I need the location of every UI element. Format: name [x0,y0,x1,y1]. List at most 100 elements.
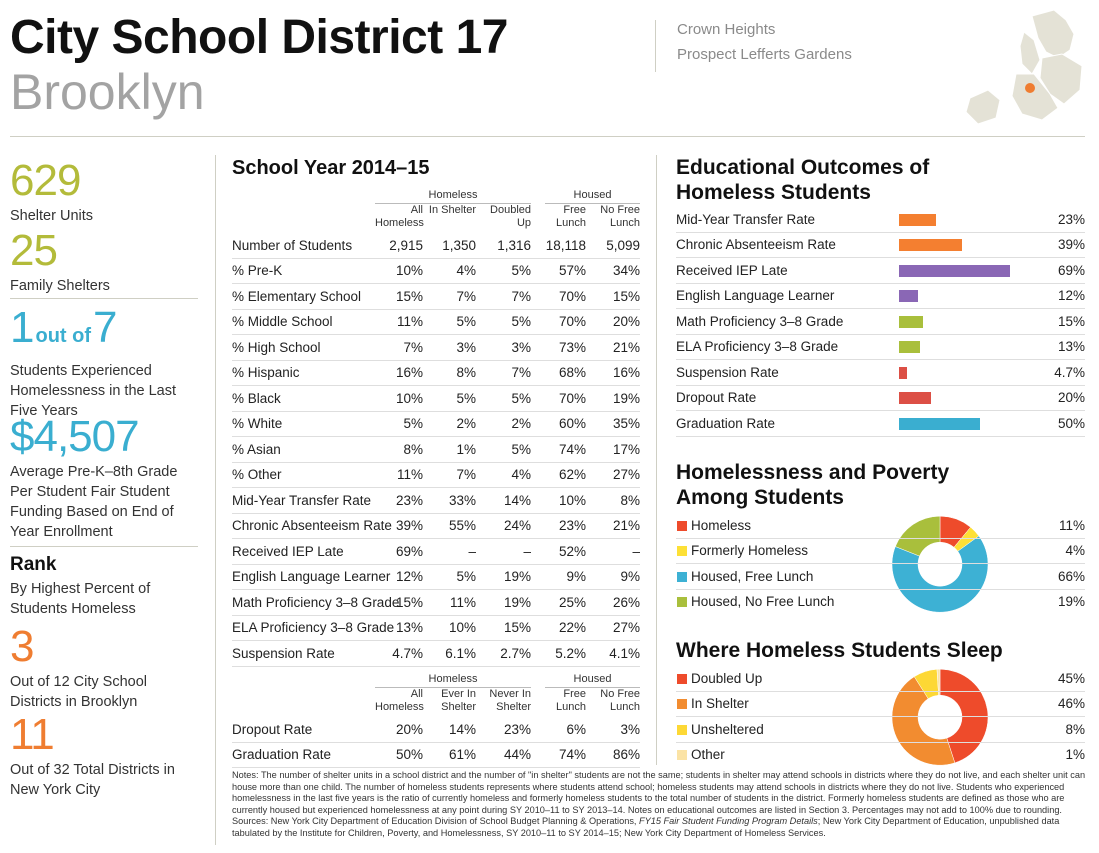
stat-heading: Rank [10,554,57,575]
column-header: Doubled Up [490,204,531,229]
row-label: ELA Proficiency 3–8 Grade [232,620,395,636]
outcomes-title: Educational Outcomes of Homeless Student… [676,156,930,204]
cell-value: 70% [558,288,586,304]
cell-value: 11% [449,594,476,610]
cell-value: 7% [511,288,531,304]
row-rule [676,691,1085,692]
cell-value: 2% [511,416,531,432]
stat-value: 629 [10,156,81,205]
cell-value: 15% [395,594,423,610]
cell-value: 2,915 [389,238,423,253]
value-label: 12% [1057,288,1085,304]
map-bronx [1031,9,1075,59]
row-rule [676,385,1085,386]
cell-value: 10% [558,492,586,508]
stat: 25 Family Shelters [10,228,200,296]
cell-value: 55% [448,518,476,534]
row-rule [232,538,640,539]
legend-swatch [677,674,687,684]
bar-label: Chronic Absenteeism Rate [676,237,836,253]
row-label: Number of Students [232,238,353,253]
row-label: Math Proficiency 3–8 Grade [232,594,400,610]
value-label: 39% [1057,237,1085,253]
stat-label: Shelter Units [10,208,94,224]
cell-value: 52% [558,543,586,559]
row-rule [232,360,640,361]
value-label: 15% [1057,313,1085,329]
notes: Notes: The number of shelter units in a … [232,770,1088,840]
legend-swatch [677,521,687,531]
map [965,9,1083,125]
row-label: % Pre-K [232,263,283,279]
column-header: In Shelter [428,204,476,216]
cell-value: 23% [503,722,531,737]
legend-label: Doubled Up [691,671,763,686]
value-label: 46% [1057,696,1085,712]
donut-slice [891,676,956,766]
value-label: 69% [1057,262,1085,278]
cell-value: – [632,543,640,559]
group-header: Housed [545,673,640,688]
value-label: 4% [1065,543,1085,559]
table-title: School Year 2014–15 [232,157,430,179]
column-header: All Homeless [375,688,424,713]
neighborhood: Crown Heights [677,21,776,38]
cell-value: 5% [511,263,531,279]
cell-value: 61% [448,747,476,763]
bar-label: ELA Proficiency 3–8 Grade [676,339,839,355]
cell-value: 4.7% [392,645,423,661]
value-label: 50% [1057,415,1085,431]
row-rule [232,742,640,743]
row-rule [676,538,1085,539]
value-label: 66% [1057,568,1085,584]
cell-value: 3% [511,339,531,355]
legend-swatch [677,597,687,608]
cell-value: 15% [612,288,640,304]
notes-text: Notes: The number of shelter units in a … [232,770,1086,815]
cell-value: 44% [503,747,531,763]
poverty-title: Homelessness and Poverty Among Students [676,461,950,509]
cell-value: 73% [558,339,586,355]
stat: 11 Out of 32 Total Districts in New York … [10,712,200,800]
row-rule [232,385,640,386]
cell-value: 62% [558,467,586,483]
row-rule [676,589,1085,590]
row-label: Suspension Rate [232,645,335,661]
bar-label: Graduation Rate [676,415,776,431]
cell-value: 70% [558,314,586,330]
map-queens [1039,53,1083,105]
value-label: 1% [1065,747,1085,763]
row-label: % Black [232,390,281,406]
row-rule [676,359,1085,360]
bar-label: Suspension Rate [676,364,779,380]
bar [899,417,980,430]
cell-value: 8% [456,365,476,381]
row-label: % Asian [232,441,281,457]
row-rule [232,309,640,310]
cell-value: – [523,543,531,559]
row-rule [676,283,1085,284]
cell-value: 24% [503,518,531,534]
cell-value: 27% [612,467,640,483]
cell-value: 5% [511,441,531,457]
cell-value: 23% [558,518,586,534]
cell-value: 5% [511,314,531,330]
cell-value: 15% [503,620,531,636]
column-rule [215,155,216,845]
row-rule [232,564,640,565]
cell-value: 4.1% [609,645,640,661]
row-rule [676,436,1085,437]
cell-value: 21% [612,339,640,355]
legend-swatch [677,750,687,761]
cell-value: 3% [456,339,476,355]
stat-label: Students Experienced Homelessness in the… [10,363,177,419]
cell-value: 9% [620,569,640,585]
cell-value: 8% [620,492,640,508]
row-label: % Other [232,467,282,483]
cell-value: 39% [395,518,423,534]
value-label: 20% [1057,390,1085,406]
cell-value: 9% [566,569,586,585]
cell-value: 86% [612,747,640,763]
stat: $4,507 Average Pre-K–8th Grade Per Studen… [10,414,200,542]
cell-value: 60% [558,416,586,432]
